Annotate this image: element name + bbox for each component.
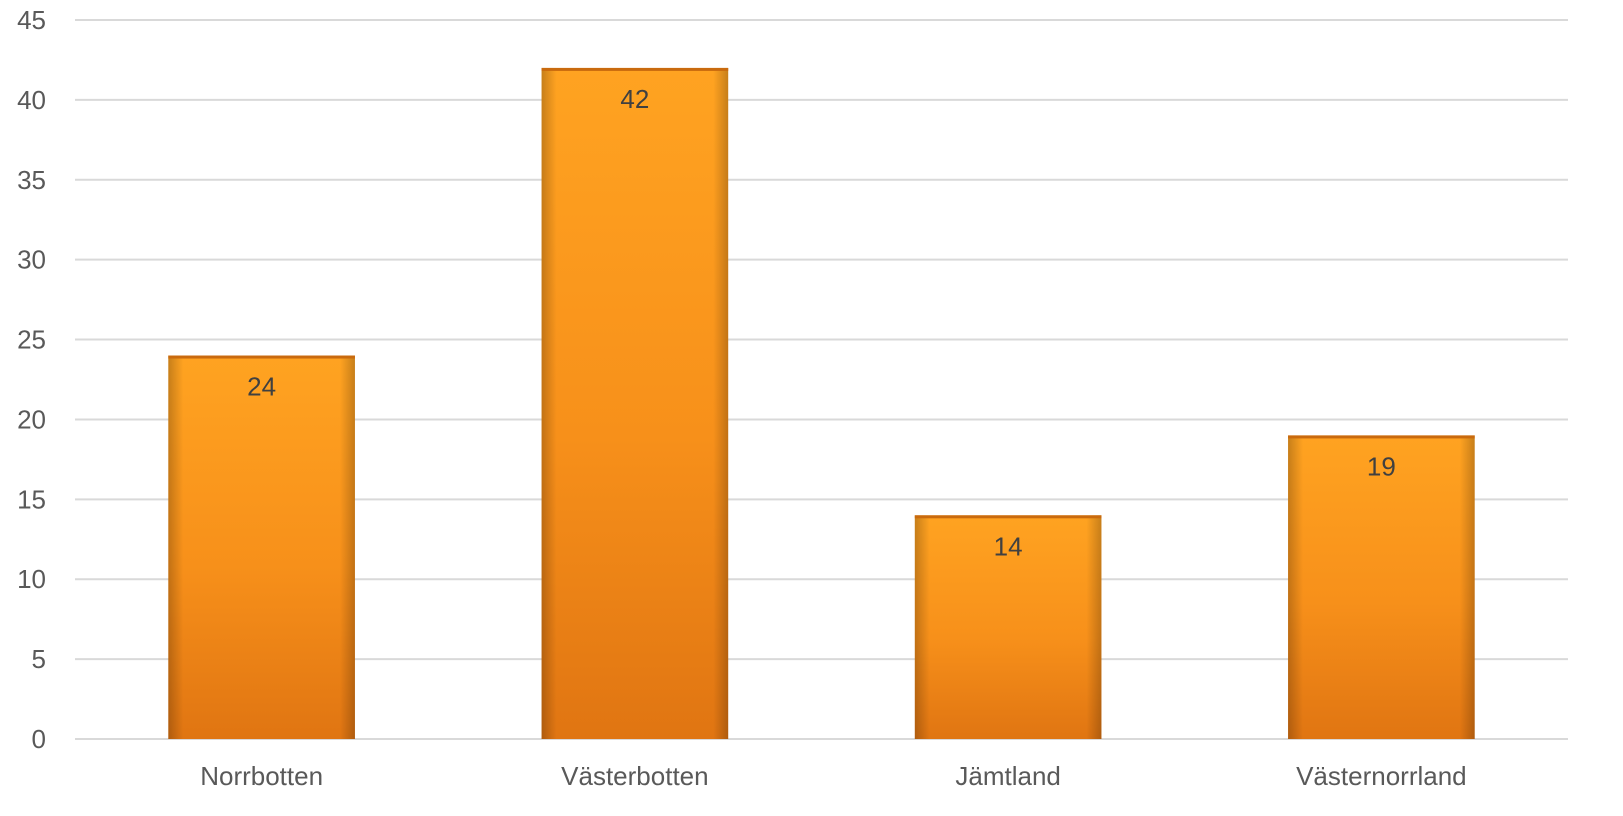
y-tick-label-45: 45 [17, 5, 46, 35]
bar-västerbotten [541, 67, 729, 739]
y-tick-label-35: 35 [17, 165, 46, 195]
bar-top-edge [168, 355, 355, 359]
x-tick-label-västerbotten: Västerbotten [561, 761, 708, 791]
y-tick-label-40: 40 [17, 85, 46, 115]
bar-shading [168, 355, 355, 739]
bar-shading [541, 67, 729, 739]
bar-shading [1288, 435, 1475, 739]
data-label-västernorrland: 19 [1367, 451, 1396, 481]
x-axis-category-labels: Norrbotten Västerbotten Jämtland Västernorr… [200, 761, 1466, 791]
y-tick-label-25: 25 [17, 325, 46, 355]
x-tick-label-västernorrland: Västernorrland [1296, 761, 1467, 791]
x-tick-label-jämtland: Jämtland [955, 761, 1061, 791]
y-axis-tick-labels: 0 5 10 15 20 25 30 35 40 45 [17, 5, 46, 754]
y-tick-label-10: 10 [17, 564, 46, 594]
bar-top-edge [914, 515, 1102, 519]
bar-norrbotten [168, 355, 355, 739]
y-tick-label-30: 30 [17, 245, 46, 275]
bar-top-edge [1288, 435, 1475, 439]
data-label-norrbotten: 24 [247, 372, 276, 402]
bar-top-edge [541, 67, 729, 71]
bar-shading [914, 515, 1102, 739]
y-tick-label-0: 0 [32, 724, 46, 754]
data-label-jämtland: 14 [994, 531, 1023, 561]
data-labels: 24 42 14 19 [247, 84, 1396, 561]
y-tick-label-15: 15 [17, 484, 46, 514]
x-tick-label-norrbotten: Norrbotten [200, 761, 323, 791]
bars [168, 67, 1475, 739]
bar-västernorrland [1288, 435, 1475, 739]
bar-jämtland [914, 515, 1102, 739]
data-label-västerbotten: 42 [620, 84, 649, 114]
y-tick-label-5: 5 [32, 644, 46, 674]
y-tick-label-20: 20 [17, 404, 46, 434]
